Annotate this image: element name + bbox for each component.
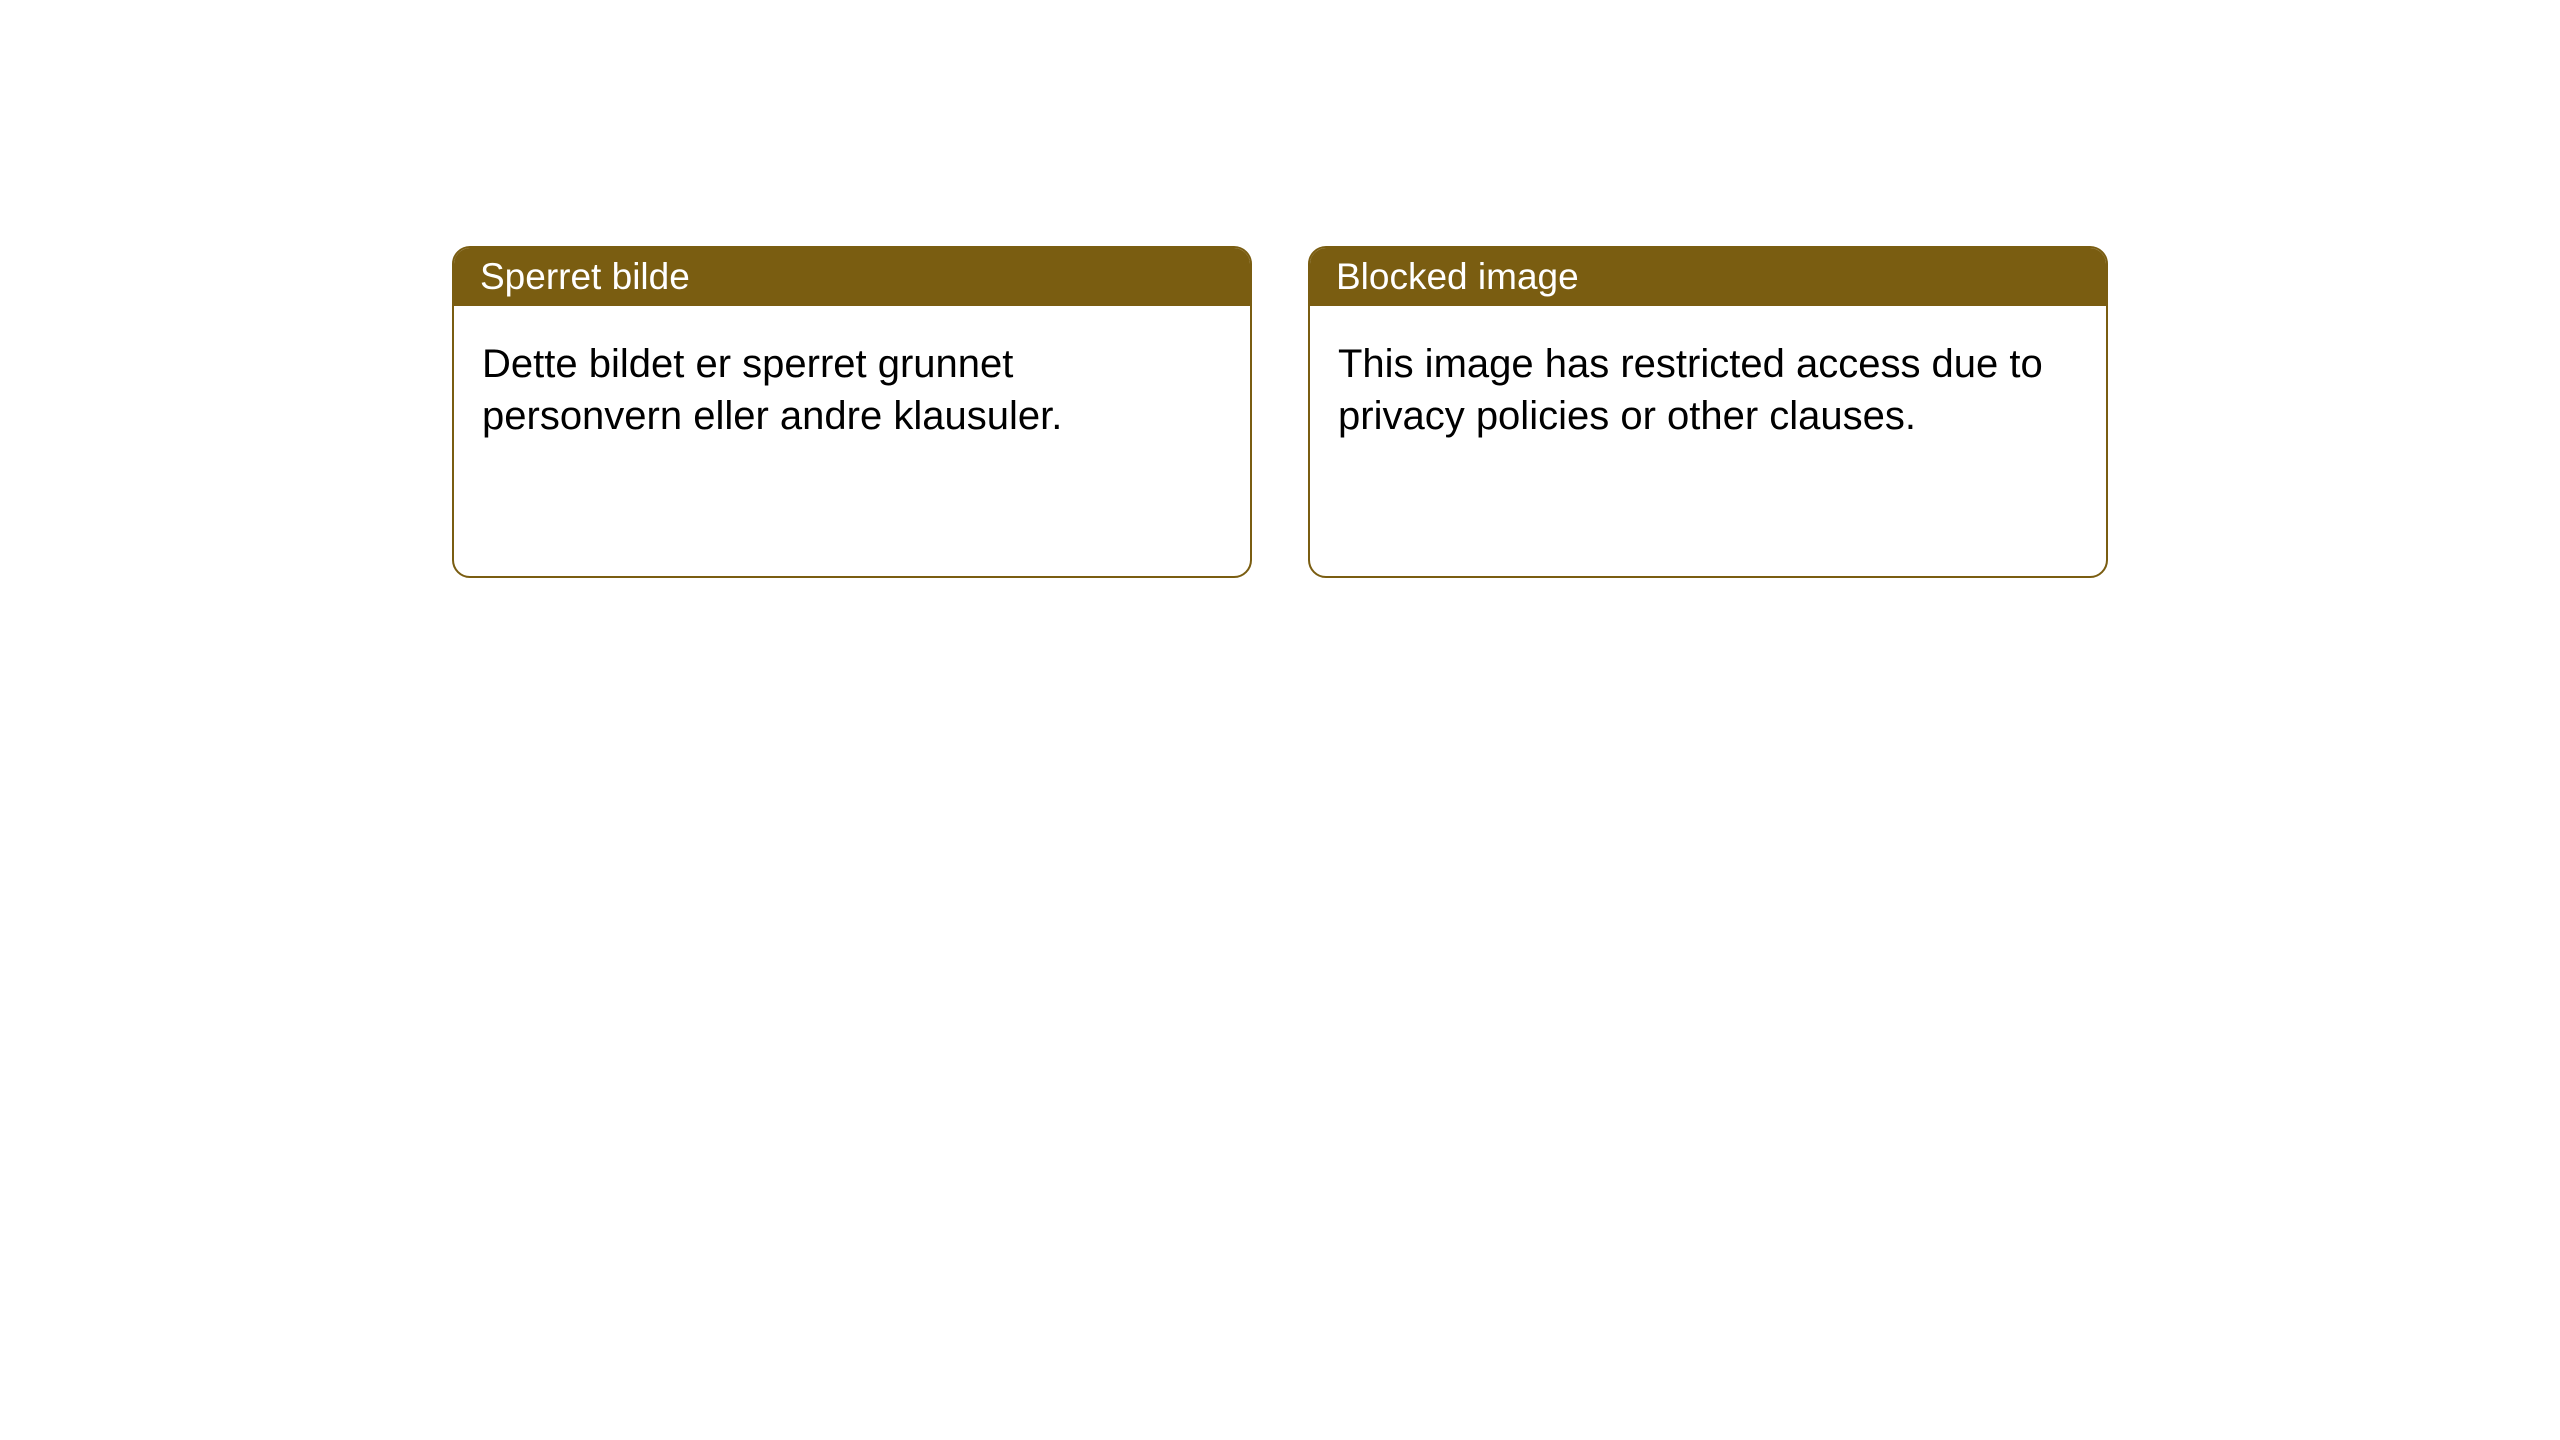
card-body: Dette bildet er sperret grunnet personve…: [454, 306, 1250, 474]
notice-card-no: Sperret bilde Dette bildet er sperret gr…: [452, 246, 1252, 578]
card-body: This image has restricted access due to …: [1310, 306, 2106, 474]
notice-card-en: Blocked image This image has restricted …: [1308, 246, 2108, 578]
card-body-text: Dette bildet er sperret grunnet personve…: [482, 342, 1062, 438]
card-header: Blocked image: [1310, 248, 2106, 306]
card-header-text: Blocked image: [1336, 256, 1579, 298]
card-body-text: This image has restricted access due to …: [1338, 342, 2043, 438]
notice-container: Sperret bilde Dette bildet er sperret gr…: [452, 246, 2108, 578]
card-header-text: Sperret bilde: [480, 256, 690, 298]
card-header: Sperret bilde: [454, 248, 1250, 306]
